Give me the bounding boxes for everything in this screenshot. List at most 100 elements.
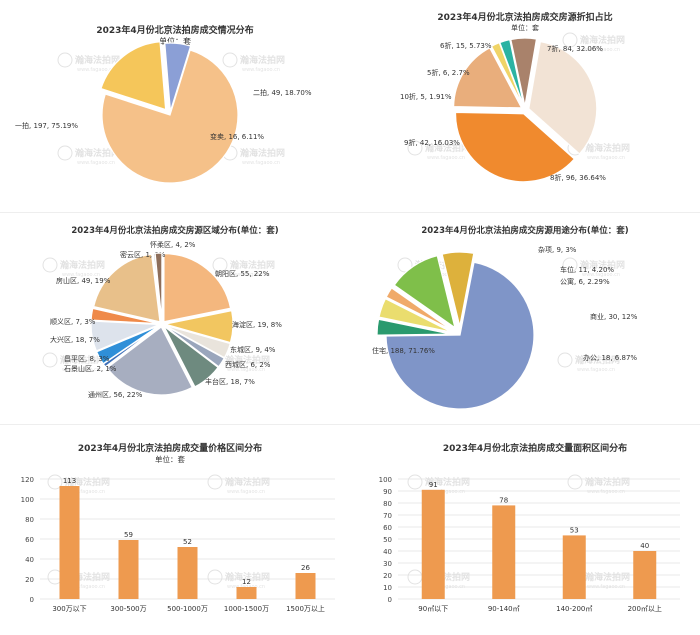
watermark-name: 瀚海法拍网: [580, 259, 625, 271]
y-tick-label: 50: [383, 536, 392, 544]
chart-panel-district: 瀚海法拍网 www.fagaoo.cn 瀚海法拍网 www.fagaoo.cn 瀚海法拍…: [0, 212, 350, 424]
watermark-name: 瀚海法拍网: [230, 259, 275, 271]
pie-label-顺义区: 顺义区, 7, 3%: [50, 318, 96, 326]
pie-slice-6折: [510, 37, 538, 107]
watermark-logo-icon: [212, 257, 228, 273]
watermark-logo-icon: [222, 52, 238, 68]
y-tick-label: 20: [383, 572, 392, 580]
watermark-logo-icon: [407, 569, 423, 585]
pie-label-通州区: 通州区, 56, 22%: [88, 390, 143, 399]
watermark-logo-icon: [207, 474, 223, 490]
pie-slice-怀柔区: [154, 252, 163, 322]
pie-label-二拍: 二拍, 49, 18.70%: [253, 88, 312, 97]
bar-140-200㎡: [562, 535, 586, 599]
pie-slice-顺义区: [90, 307, 160, 325]
bar-200㎡以上: [633, 551, 657, 599]
x-tick-label: 300-500万: [110, 605, 146, 613]
watermark-url: www.fagaoo.cn: [62, 272, 100, 278]
watermark-logo-icon: [407, 140, 423, 156]
bar-300-500万: [118, 540, 139, 599]
pie-slice-公寓: [385, 287, 453, 331]
bar-value-label: 26: [301, 564, 310, 572]
watermark-name: 瀚海法拍网: [225, 354, 270, 366]
bar-value-label: 12: [242, 578, 251, 586]
watermark-name: 瀚海法拍网: [585, 142, 630, 154]
pie-label-大兴区: 大兴区, 18, 7%: [50, 335, 100, 344]
pie-label-商业: 商业, 30, 12%: [590, 312, 638, 321]
watermark-url: www.fagaoo.cn: [227, 489, 265, 495]
x-tick-label: 1500万以上: [286, 604, 325, 613]
chart-panel-usage: 瀚海法拍网www.fagaoo.cn瀚海法拍网www.fagaoo.cn瀚海法拍…: [350, 212, 700, 424]
watermark-url: www.fagaoo.cn: [77, 67, 115, 73]
y-tick-label: 80: [25, 516, 34, 524]
x-tick-label: 140-200㎡: [556, 605, 592, 613]
pie-slice-海淀区: [164, 309, 234, 344]
chart-title: 2023年4月份北京法拍房成交量面积区间分布: [443, 442, 627, 454]
pie-slice-大兴区: [90, 320, 160, 352]
y-tick-label: 0: [30, 596, 34, 604]
pie-label-办公: 办公, 18, 6.87%: [583, 353, 637, 362]
pie-label-5折: 5折, 6, 2.7%: [427, 68, 470, 77]
pie-label-西城区: 西城区, 6, 2%: [225, 361, 271, 369]
watermark-name: 瀚海法拍网: [75, 147, 120, 159]
pie-label-8折: 8折, 96, 36.64%: [550, 173, 606, 182]
watermark-url: www.fagaoo.cn: [62, 367, 100, 373]
pie-label-9折: 9折, 42, 16.03%: [404, 138, 460, 147]
watermark-logo-icon: [567, 474, 583, 490]
watermark: 瀚海法拍网www.fagaoo.cn瀚海法拍网www.fagaoo.cn瀚海法拍…: [57, 52, 285, 166]
x-tick-label: 500-1000万: [167, 605, 208, 613]
bar-value-label: 59: [124, 531, 133, 539]
watermark-url: www.fagaoo.cn: [232, 272, 270, 278]
chart-title: 2023年4月份北京法拍房成交量价格区间分布: [78, 442, 262, 454]
chart-subtitle: 单位：套: [511, 23, 539, 32]
y-tick-label: 100: [21, 496, 34, 504]
pie-slice-杂项: [376, 318, 452, 336]
x-tick-label: 90-140㎡: [488, 605, 520, 613]
chart-panel-discount: 瀚海法拍网 www.fagaoo.cn 瀚海法拍网 www.fagaoo.cn 瀚海法拍…: [350, 0, 700, 212]
pie-label-住宅: 住宅, 188, 71.76%: [372, 346, 435, 355]
pie-label-石景山区: 石景山区, 2, 1%: [64, 364, 117, 373]
watermark-name: 瀚海法拍网: [60, 354, 105, 366]
chart-area: 瀚海法拍网www.fagaoo.cn瀚海法拍网www.fagaoo.cn瀚海法拍…: [379, 442, 680, 613]
chart-district: 瀚海法拍网www.fagaoo.cn瀚海法拍网www.fagaoo.cn瀚海法拍…: [42, 225, 282, 399]
y-tick-label: 90: [383, 488, 392, 496]
pie-slice-7折: [528, 40, 598, 155]
watermark-url: www.fagaoo.cn: [77, 160, 115, 166]
pie-slice-丰台区: [163, 325, 219, 388]
bar-500-1000万: [177, 547, 198, 599]
bar-90㎡以下: [421, 489, 445, 599]
watermark-name: 瀚海法拍网: [60, 259, 105, 271]
watermark-name: 瀚海法拍网: [240, 54, 285, 66]
pie-slice-房山区: [92, 253, 161, 323]
bar-value-label: 91: [429, 481, 438, 489]
bar-value-label: 113: [63, 477, 76, 485]
pie-label-杂项: 杂项, 9, 3%: [538, 246, 577, 254]
pie-slice-5折: [499, 38, 525, 107]
watermark: 瀚海法拍网www.fagaoo.cn瀚海法拍网www.fagaoo.cn瀚海法拍…: [47, 474, 270, 590]
pie-label-怀柔区: 怀柔区, 4, 2%: [150, 240, 196, 249]
y-tick-label: 100: [379, 476, 392, 484]
watermark-name: 瀚海法拍网: [580, 34, 625, 46]
pie-label-一拍: 一拍, 197, 75.19%: [15, 121, 78, 130]
watermark: 瀚海法拍网www.fagaoo.cn瀚海法拍网www.fagaoo.cn瀚海法拍…: [42, 257, 275, 373]
bar-value-label: 40: [640, 542, 649, 550]
watermark-logo-icon: [207, 569, 223, 585]
pie-label-海淀区: 海淀区, 19, 8%: [232, 320, 282, 329]
watermark-logo-icon: [57, 145, 73, 161]
watermark-url: www.fagaoo.cn: [587, 155, 625, 161]
chart-discount: 瀚海法拍网www.fagaoo.cn瀚海法拍网www.fagaoo.cn瀚海法拍…: [400, 11, 630, 183]
watermark-name: 瀚海法拍网: [225, 476, 270, 488]
chart-title: 2023年4月份北京法拍房成交房源用途分布(单位：套): [421, 225, 628, 236]
pie-slice-昌平区: [95, 324, 160, 365]
chart-panel-deal-status: 瀚海法拍网 www.fagaoo.cn 瀚海法拍网 www.fagaoo.cn 瀚海法拍…: [0, 0, 350, 212]
pie-slice-办公: [441, 251, 475, 327]
watermark-url: www.fagaoo.cn: [227, 367, 265, 373]
watermark-logo-icon: [407, 474, 423, 490]
chart-title: 2023年4月份北京法拍房成交情况分布: [96, 24, 253, 36]
watermark-name: 瀚海法拍网: [75, 54, 120, 66]
watermark-logo-icon: [562, 32, 578, 48]
bar-300万以下: [59, 486, 80, 599]
watermark-url: www.fagaoo.cn: [242, 160, 280, 166]
y-tick-label: 20: [25, 576, 34, 584]
watermark-name: 瀚海法拍网: [240, 147, 285, 159]
